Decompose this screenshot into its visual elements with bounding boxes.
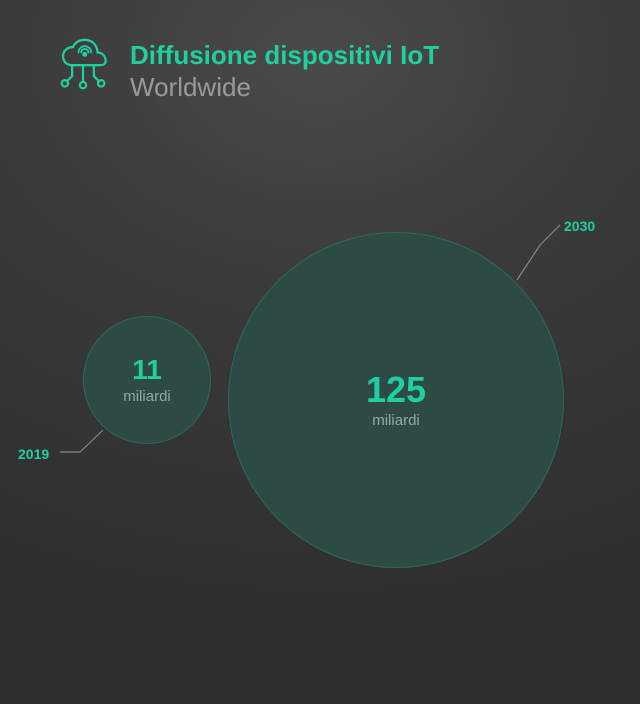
bubble-unit: miliardi [372, 412, 420, 429]
bubble-value: 11 [132, 356, 162, 384]
chart-subtitle: Worldwide [130, 71, 439, 105]
iot-cloud-icon [54, 38, 112, 96]
header: Diffusione dispositivi IoT Worldwide [54, 38, 439, 105]
bubble-2030: 125 miliardi [228, 232, 564, 568]
title-block: Diffusione dispositivi IoT Worldwide [130, 38, 439, 105]
bubble-unit: miliardi [123, 388, 171, 405]
bubble-value: 125 [366, 372, 426, 408]
chart-title: Diffusione dispositivi IoT [130, 40, 439, 71]
bubble-2019: 11 miliardi [83, 316, 211, 444]
year-label-2030: 2030 [564, 218, 595, 234]
year-label-2019: 2019 [18, 446, 49, 462]
